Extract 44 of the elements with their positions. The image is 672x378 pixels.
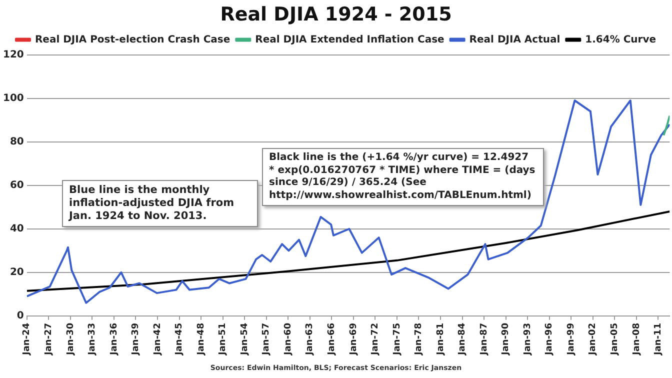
y-tick-label: 20 — [10, 266, 24, 278]
x-tick-label: Jan-54 — [240, 322, 250, 356]
x-tick-label: Jan-30 — [66, 322, 76, 356]
x-tick-label: Jan-45 — [174, 322, 185, 356]
x-tick-label: Jan-87 — [479, 322, 490, 356]
x-tick-label: Jan-39 — [131, 322, 142, 356]
y-tick-label: 80 — [10, 136, 24, 148]
x-tick-label: Jan-99 — [566, 322, 576, 356]
x-tick-label: Jan-48 — [196, 322, 206, 356]
x-tick-label: Jan-81 — [436, 322, 446, 356]
x-tick-label: Jan-27 — [44, 322, 54, 356]
y-tick-label: 120 — [3, 49, 24, 60]
chart-title: Real DJIA 1924 - 2015 — [220, 3, 452, 26]
x-tick-label: Jan-57 — [262, 322, 272, 356]
x-tick-label: Jan-69 — [348, 322, 359, 356]
x-tick-label: Jan-51 — [218, 322, 228, 356]
legend-label: 1.64% Curve — [585, 34, 656, 46]
x-tick-label: Jan-66 — [326, 322, 337, 356]
x-tick-label: Jan-42 — [152, 322, 163, 356]
y-tick-label: 100 — [3, 92, 24, 104]
annotation: Blue line is the monthly inflation-adjusted DJIA from Jan. 1924 to Nov. 2013. — [62, 180, 258, 228]
x-tick-label: Jan-72 — [370, 322, 381, 356]
legend-label: Real DJIA Extended Inflation Case — [255, 34, 445, 46]
x-tick-label: Jan-11 — [654, 322, 664, 356]
x-tick-label: Jan-36 — [109, 322, 120, 356]
y-tick-label: 0 — [16, 310, 24, 322]
x-tick-label: Jan-90 — [501, 322, 512, 356]
x-tick-label: Jan-78 — [414, 322, 424, 356]
x-tick-label: Jan-02 — [588, 322, 598, 356]
x-tick-label: Jan-84 — [458, 322, 468, 356]
y-tick-label: 60 — [10, 180, 24, 191]
x-tick-label: Jan-63 — [305, 322, 316, 356]
legend-label: Real DJIA Actual — [469, 34, 560, 46]
x-tick-label: Jan-75 — [392, 322, 402, 356]
x-tick-label: Jan-24 — [22, 322, 32, 356]
x-tick-label: Jan-05 — [610, 322, 620, 356]
legend-label: Real DJIA Post-election Crash Case — [34, 34, 230, 46]
x-tick-label: Jan-08 — [632, 322, 642, 356]
x-tick-label: Jan-33 — [88, 322, 98, 356]
x-tick-label: Jan-96 — [544, 322, 555, 356]
x-tick-label: Jan-93 — [522, 322, 533, 356]
annotation: Black line is the (+1.64 %/yr curve) = 12.4927 * exp(0.016270767 * TIME) where TIME = (days since 9/16/29) / 365.24 (See http://www.showrealhist.com/TABLEnum.html) — [262, 148, 544, 206]
x-tick-label: Jan-60 — [283, 322, 294, 356]
y-tick-label: 40 — [10, 223, 24, 234]
